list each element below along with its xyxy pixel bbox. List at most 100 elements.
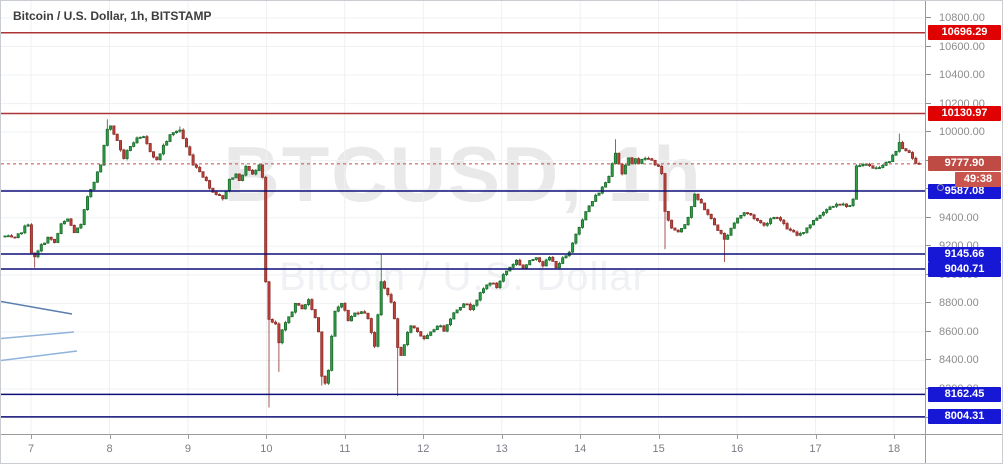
time-tick-mark (658, 435, 660, 439)
candle-body (112, 125, 116, 135)
candle-body (366, 312, 370, 319)
candle-body (663, 173, 667, 212)
candle-body (320, 331, 324, 377)
trendline[interactable] (1, 300, 73, 315)
trendline[interactable] (1, 350, 78, 362)
candle-body (89, 188, 93, 198)
candle-body (310, 299, 314, 310)
candle-body (871, 165, 875, 169)
candle-body (105, 128, 109, 146)
candle-body (343, 303, 347, 311)
price-tick-label: 8600.00 (939, 325, 979, 338)
candle-body (359, 311, 363, 314)
candle-body (290, 311, 294, 318)
candle-body (135, 137, 139, 144)
price-tick-dash (926, 302, 931, 304)
candle-body (775, 217, 779, 219)
time-tick-label: 12 (417, 443, 430, 455)
candle-body (614, 152, 618, 165)
price-axis[interactable]: 10800.00 10600.00 10400.00 10200.00 10000.00… (925, 1, 1002, 434)
time-tick-mark (344, 435, 346, 439)
chart-pane[interactable]: BTCUSD, 1h Bitcoin / U.S. Dollar Bitcoin… (1, 1, 925, 434)
price-tick-dash (926, 359, 931, 361)
candle-body (462, 303, 466, 308)
candle-body (386, 287, 390, 296)
candle-body (488, 282, 492, 286)
candle-body (825, 209, 829, 213)
time-tick-label: 8 (106, 443, 113, 455)
candle-body (270, 318, 274, 323)
candle-body (696, 193, 700, 200)
candle-body (729, 227, 733, 236)
candle-body (326, 369, 330, 384)
alert-price-badge: 10696.29 (928, 25, 1001, 41)
price-tick-dash (926, 216, 931, 218)
time-tick-mark (31, 435, 32, 439)
candle-body (307, 299, 311, 305)
candle-body (732, 222, 736, 229)
price-tick-label: 9400.00 (939, 211, 979, 224)
candle-body (184, 138, 188, 148)
candle-body (214, 191, 218, 195)
candle-body (524, 264, 528, 269)
candle-body (264, 176, 268, 283)
candle-body (49, 236, 53, 240)
candle-body (66, 218, 70, 222)
candle-body (198, 166, 202, 173)
candle-body (904, 148, 908, 152)
candle-body (647, 157, 651, 160)
candle-body (204, 176, 208, 181)
candle-body (557, 263, 561, 269)
candle-body (772, 217, 776, 220)
candle-body (633, 158, 637, 164)
candle-body (620, 163, 624, 175)
price-tick-label: 8800.00 (939, 297, 979, 310)
candle-body (501, 274, 505, 282)
candle-body (175, 130, 179, 133)
trendline[interactable] (1, 331, 75, 340)
candle-body (518, 259, 522, 266)
candle-body (432, 329, 436, 333)
candle-body (802, 232, 806, 234)
time-tick-label: 18 (887, 443, 901, 455)
price-tick: 8800.00 (926, 297, 1002, 310)
candle-body (422, 335, 426, 340)
price-tick: 10600.00 (926, 41, 1002, 53)
candle-body (396, 318, 400, 348)
candle-body (241, 174, 245, 181)
candle-body (699, 199, 703, 204)
candle-body (478, 292, 482, 301)
candles (3, 119, 921, 408)
candle-body (293, 302, 297, 313)
candle-body (584, 211, 588, 221)
level-price-badge: 8162.45 (928, 386, 1001, 402)
candle-body (82, 209, 86, 225)
candle-body (79, 224, 83, 229)
candle-body (452, 312, 456, 320)
candle-body (455, 309, 459, 314)
level-price-badge: 9145.66 (928, 246, 1001, 262)
axis-corner (925, 434, 1002, 463)
time-tick-mark (894, 435, 895, 439)
candle-body (706, 209, 710, 215)
candle-body (792, 229, 796, 233)
candle-body (201, 171, 205, 178)
candle-body (287, 316, 291, 324)
candlestick-chart[interactable] (1, 1, 925, 434)
candle-body (62, 220, 66, 225)
candle-body (762, 222, 766, 226)
price-tick-dash (926, 102, 931, 104)
candle-body (122, 149, 126, 159)
candle-body (548, 256, 552, 261)
candle-body (782, 219, 786, 224)
candle-body (897, 142, 901, 152)
candle-body (848, 205, 852, 207)
candle-body (53, 238, 57, 243)
candle-body (356, 312, 360, 315)
candle-body (227, 178, 231, 192)
time-axis[interactable]: 7 8 9 10 11 12 13 14 15 16 17 18 (1, 434, 925, 463)
candle-body (597, 192, 601, 196)
level-price-badge: 8004.31 (928, 409, 1001, 425)
candle-body (168, 134, 172, 142)
price-tick-dash (926, 330, 931, 332)
